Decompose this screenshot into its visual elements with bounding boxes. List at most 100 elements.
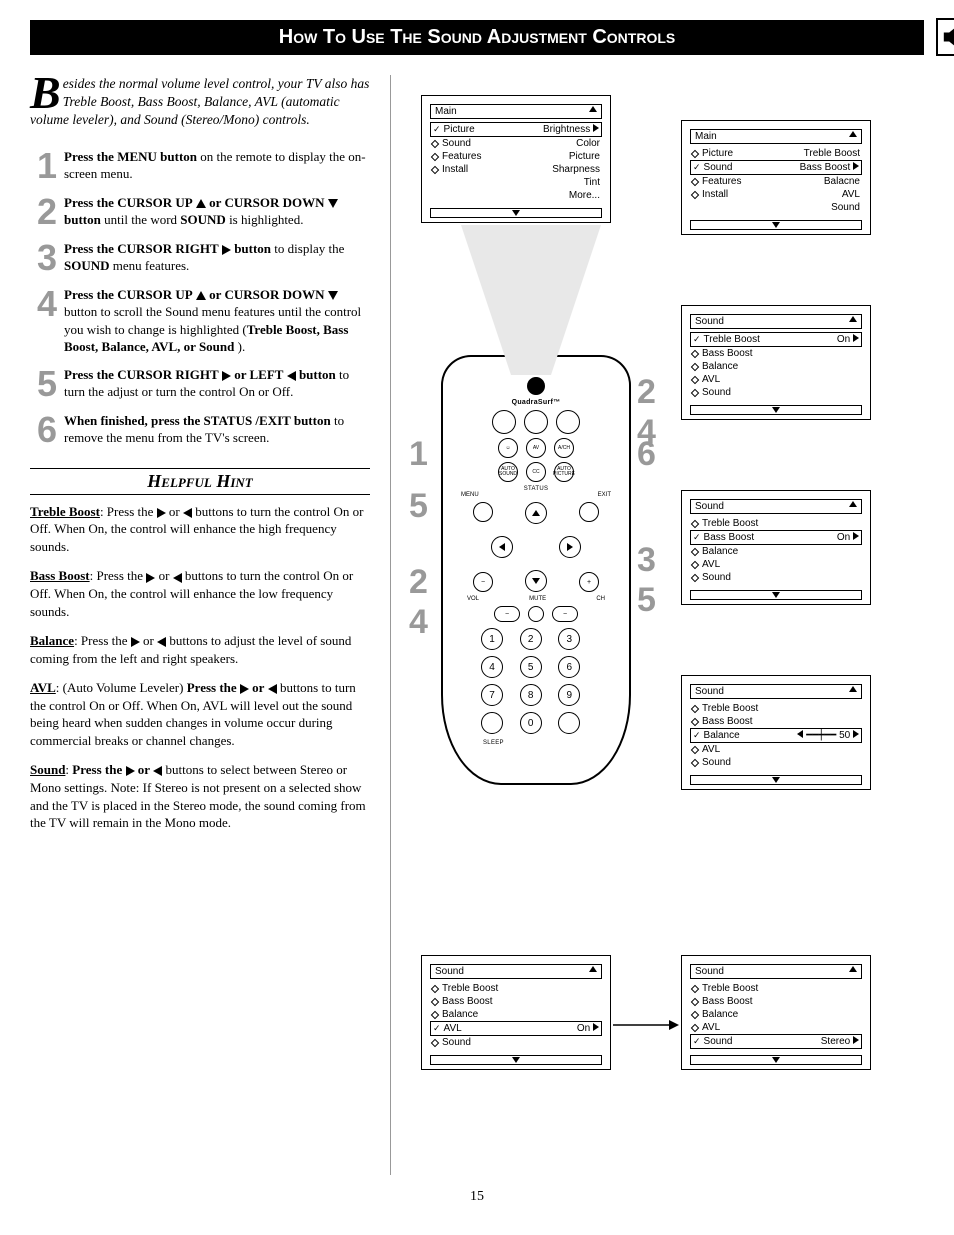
brand-label: QuadraSurf™ (453, 399, 619, 406)
menu-row: SoundStereo (690, 1034, 862, 1049)
helpful-hint-body: Treble Boost: Press the or buttons to tu… (30, 503, 370, 832)
callout-5-right: 5 (637, 581, 656, 620)
color-buttons-row (453, 410, 619, 434)
callout-5-left: 5 (409, 487, 428, 526)
speaker-icon (936, 18, 954, 56)
menu-row: Bass Boost (690, 715, 862, 728)
menu-footer (430, 1055, 602, 1065)
step: 5Press the CURSOR RIGHT or LEFT button t… (30, 366, 370, 402)
menu-row: Bass Boost (430, 995, 602, 1008)
menu-row: PictureBrightness (430, 122, 602, 137)
menu-sound-balance: SoundTreble BoostBass BoostBalance ━━┿━━… (681, 675, 871, 790)
menu-title-row: Sound (690, 684, 862, 699)
menu-row: Treble Boost (690, 702, 862, 715)
remote-small-button: ☺ (498, 438, 518, 458)
callout-6-right: 6 (637, 435, 656, 474)
intro-dropcap: B (30, 75, 63, 111)
exit-button-icon (579, 502, 599, 522)
step: 1Press the MENU button on the remote to … (30, 148, 370, 184)
menu-title-row: Sound (430, 964, 602, 979)
dpad-up-icon (525, 502, 547, 524)
menu-row: Sound (690, 571, 862, 584)
menu-sound-treble: SoundTreble BoostOn Bass BoostBalanceAVL… (681, 305, 871, 420)
menu-row: AVL (690, 743, 862, 756)
menu-title-row: Sound (690, 964, 862, 979)
menu-footer (690, 220, 862, 230)
menu-row: Bass BoostOn (690, 530, 862, 545)
dpad: − + (491, 502, 581, 592)
numpad-button: 1 (481, 628, 503, 650)
callout-4-left: 4 (409, 603, 428, 642)
intro-text: esides the normal volume level control, … (30, 76, 369, 127)
menu-row: InstallSharpness (430, 163, 602, 176)
callout-2-left: 2 (409, 563, 428, 602)
menu-row: Sound (690, 201, 862, 214)
step-text: Press the CURSOR UP or CURSOR DOWN butto… (64, 194, 370, 230)
remote-small-button: AV (526, 438, 546, 458)
menu-footer (690, 590, 862, 600)
right-column: MainPictureBrightness SoundColorFeatures… (390, 75, 924, 1175)
menu-sound-stereo: SoundTreble BoostBass BoostBalanceAVLSou… (681, 955, 871, 1070)
diagram-area: MainPictureBrightness SoundColorFeatures… (401, 75, 924, 1175)
numpad-button (558, 712, 580, 734)
menu-row: Tint (430, 176, 602, 189)
page-number: 15 (30, 1189, 924, 1205)
menu-row: FeaturesBalacne (690, 175, 862, 188)
numpad-button: 6 (558, 656, 580, 678)
menu-row: SoundColor (430, 137, 602, 150)
page-title: How To Use The Sound Adjustment Controls (279, 26, 675, 48)
menu-title-row: Sound (690, 314, 862, 329)
menu-row: AVL (690, 373, 862, 386)
intro-paragraph: Besides the normal volume level control,… (30, 75, 370, 130)
ch-pill-icon: − (552, 606, 578, 622)
beam-icon (431, 225, 631, 375)
menu-row: More... (430, 189, 602, 202)
menu-row: Treble Boost (430, 982, 602, 995)
menu-footer (430, 208, 602, 218)
menu-row: AVLOn (430, 1021, 602, 1036)
vol-label: VOL (467, 596, 479, 602)
menu-row: Balance (690, 1008, 862, 1021)
menu-row: Balance (430, 1008, 602, 1021)
menu-row: Balance (690, 360, 862, 373)
menu-row: Treble Boost (690, 517, 862, 530)
menu-sound-bass: SoundTreble BoostBass BoostOn BalanceAVL… (681, 490, 871, 605)
step-number: 3 (30, 240, 64, 276)
menu-row: InstallAVL (690, 188, 862, 201)
exit-label: EXIT (598, 492, 611, 498)
vol-down-icon: − (473, 572, 493, 592)
remote-small-button: AUTO PICTURE (554, 462, 574, 482)
menu-row: Sound (430, 1036, 602, 1049)
ch-label: CH (596, 596, 605, 602)
mid-small-row: AUTO SOUNDCCAUTO PICTURE (453, 462, 619, 482)
menu-main-sound: MainPictureTreble BoostSoundBass Boost F… (681, 120, 871, 235)
numpad-button: 2 (520, 628, 542, 650)
callout-2-right: 2 (637, 373, 656, 412)
remote-small-button: A/CH (554, 438, 574, 458)
arrow-icon (613, 1015, 679, 1035)
menu-row: FeaturesPicture (430, 150, 602, 163)
hint-item: Balance: Press the or buttons to adjust … (30, 632, 370, 667)
menu-row: Bass Boost (690, 995, 862, 1008)
step-text: Press the CURSOR RIGHT or LEFT button to… (64, 366, 370, 402)
number-pad: 1234567890 (481, 628, 591, 734)
step-number: 1 (30, 148, 64, 184)
top-small-row: ☺ AV A/CH (453, 438, 619, 458)
vol-pill-icon: − (494, 606, 520, 622)
menu-sound-avl: SoundTreble BoostBass BoostBalanceAVLOn … (421, 955, 611, 1070)
menu-row: PictureTreble Boost (690, 147, 862, 160)
color-btn-3 (556, 410, 580, 434)
dpad-right-icon (559, 536, 581, 558)
helpful-hint-heading: Helpful Hint (30, 468, 370, 495)
menu-main-picture: MainPictureBrightness SoundColorFeatures… (421, 95, 611, 223)
steps-list: 1Press the MENU button on the remote to … (30, 148, 370, 448)
step-text: When finished, press the STATUS /EXIT bu… (64, 412, 370, 448)
page-title-bar: How To Use The Sound Adjustment Controls (30, 20, 924, 55)
menu-row: Sound (690, 386, 862, 399)
step: 4Press the CURSOR UP or CURSOR DOWN butt… (30, 286, 370, 356)
color-btn-1 (492, 410, 516, 434)
menu-row: Sound (690, 756, 862, 769)
menu-row: Treble Boost (690, 982, 862, 995)
step: 6When finished, press the STATUS /EXIT b… (30, 412, 370, 448)
sleep-label: SLEEP (453, 740, 619, 746)
